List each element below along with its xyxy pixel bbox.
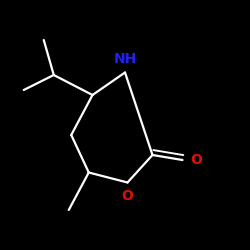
Text: O: O: [122, 189, 134, 203]
Text: NH: NH: [114, 52, 136, 66]
Text: O: O: [190, 153, 202, 167]
